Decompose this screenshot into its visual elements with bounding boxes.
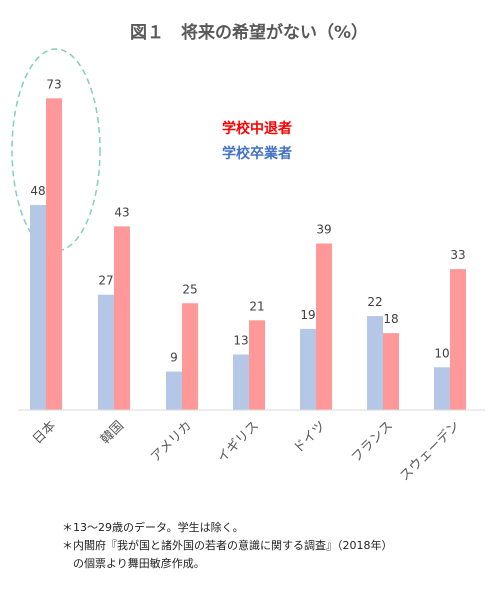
value-label-graduate-5: 22	[367, 295, 382, 309]
value-label-graduate-1: 27	[98, 274, 113, 288]
value-label-dropout-6: 33	[450, 248, 465, 262]
bar-dropout-0	[46, 98, 62, 410]
tick-label-5: フランス	[349, 418, 396, 465]
bar-dropout-3	[249, 320, 265, 410]
value-label-graduate-0: 48	[30, 184, 45, 198]
bar-graduate-0	[30, 205, 46, 410]
bar-graduate-4	[300, 328, 316, 410]
footnote-3: の個票より舞田敏彦作成。	[62, 557, 205, 570]
bars-layer	[30, 98, 466, 410]
tick-label-4: ドイツ	[291, 418, 329, 456]
legend-dropout-label: 学校中退者	[222, 120, 292, 137]
value-label-graduate-3: 13	[233, 333, 248, 347]
value-label-dropout-4: 39	[316, 222, 331, 236]
tick-label-3: イギリス	[215, 418, 262, 465]
tick-label-0: 日本	[30, 418, 59, 447]
bar-dropout-4	[316, 243, 332, 410]
value-label-dropout-5: 18	[383, 312, 398, 326]
footnote-1: ＊13〜29歳のデータ。学生は除く。	[62, 521, 244, 534]
value-label-graduate-2: 9	[170, 351, 178, 365]
value-label-dropout-3: 21	[249, 299, 264, 313]
value-label-dropout-2: 25	[182, 282, 197, 296]
bar-graduate-5	[367, 316, 383, 410]
tick-label-1: 韓国	[98, 418, 127, 447]
bar-dropout-5	[383, 333, 399, 410]
legend-graduate-label: 学校卒業者	[222, 145, 292, 162]
chart-title: 図１ 将来の希望がない（%）	[130, 22, 368, 43]
highlight-ellipse	[11, 48, 101, 252]
bar-dropout-6	[450, 269, 466, 410]
footnotes: ＊13〜29歳のデータ。学生は除く。 ＊内閣府『我が国と諸外国の若者の意識に関す…	[62, 519, 492, 573]
bar-graduate-3	[233, 354, 249, 410]
bar-graduate-1	[98, 294, 114, 410]
value-label-graduate-6: 10	[434, 346, 449, 360]
value-label-dropout-0: 73	[46, 77, 61, 91]
tick-labels-layer: 日本 韓国 アメリカ イギリス ドイツ フランス スウェーデン	[30, 418, 463, 484]
value-label-dropout-1: 43	[114, 205, 129, 219]
bar-dropout-1	[114, 226, 130, 410]
bar-graduate-2	[166, 371, 182, 410]
value-label-graduate-4: 19	[300, 308, 315, 322]
bar-dropout-2	[182, 303, 198, 410]
footnote-2: ＊内閣府『我が国と諸外国の若者の意識に関する調査』（2018年）	[62, 539, 393, 552]
tick-label-6: スウェーデン	[397, 418, 463, 484]
tick-label-2: アメリカ	[148, 418, 195, 465]
bar-graduate-6	[434, 367, 450, 410]
